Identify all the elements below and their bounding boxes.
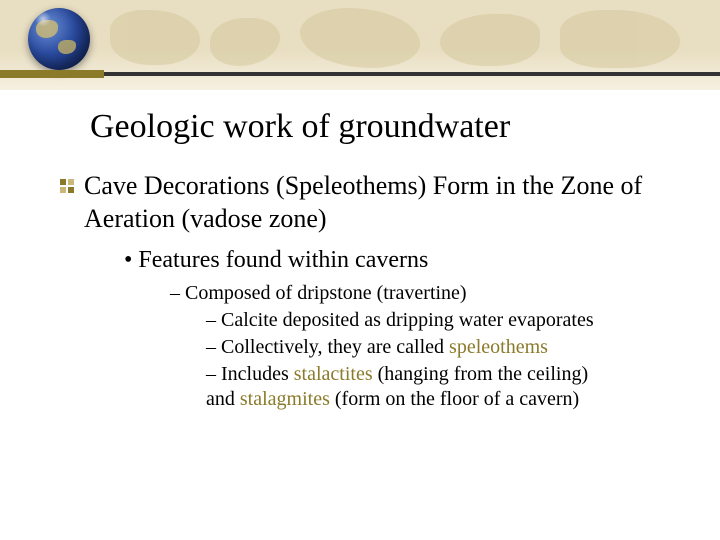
level4-item-a: – Calcite deposited as dripping water ev… [206,308,660,333]
text-run: – Collectively, they are called [206,336,449,358]
level1-item: Cave Decorations (Speleothems) Form in t… [60,170,660,235]
globe-icon [28,8,90,70]
divider-line [0,72,720,76]
text-run: – Includes [206,363,294,385]
slide-title: Geologic work of groundwater [90,108,660,146]
diamond-bullet-icon [60,179,74,193]
header-band [0,0,720,90]
level1-text: Cave Decorations (Speleothems) Form in t… [84,170,660,235]
highlight-term: stalagmites [240,388,330,410]
slide-content: Geologic work of groundwater Cave Decora… [0,90,720,412]
map-background [0,0,720,90]
text-run: (form on the floor of a cavern) [330,388,579,410]
highlight-term: stalactites [294,363,373,385]
highlight-term: speleothems [449,336,548,358]
level4-item-c: – Includes stalactites (hanging from the… [206,362,660,412]
divider-accent [0,70,104,78]
level3-item: – Composed of dripstone (travertine) [170,281,660,306]
level4-item-b: – Collectively, they are called speleoth… [206,335,660,360]
level2-item: • Features found within caverns [124,245,660,275]
